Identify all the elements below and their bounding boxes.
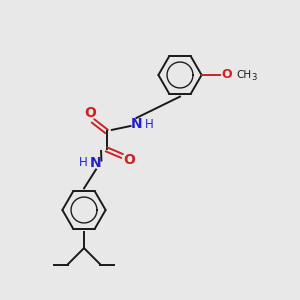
Text: N: N [131,118,142,131]
Text: O: O [85,106,97,120]
Text: O: O [221,68,232,82]
Text: N: N [90,156,102,170]
Text: CH: CH [237,70,252,80]
Text: O: O [124,153,136,166]
Text: H: H [79,156,88,170]
Text: H: H [145,118,154,131]
Text: 3: 3 [252,73,257,82]
